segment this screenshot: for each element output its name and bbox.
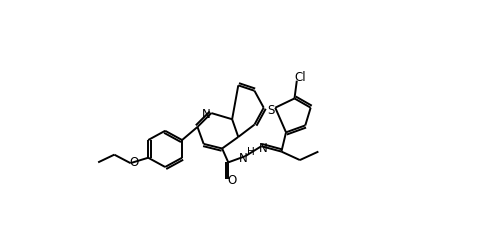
Text: Cl: Cl <box>295 70 307 83</box>
Text: H: H <box>246 146 254 156</box>
Text: S: S <box>268 103 275 116</box>
Text: O: O <box>129 155 138 168</box>
Text: N: N <box>202 107 210 120</box>
Text: N: N <box>239 152 247 164</box>
Text: N: N <box>259 142 268 155</box>
Text: O: O <box>227 173 237 186</box>
